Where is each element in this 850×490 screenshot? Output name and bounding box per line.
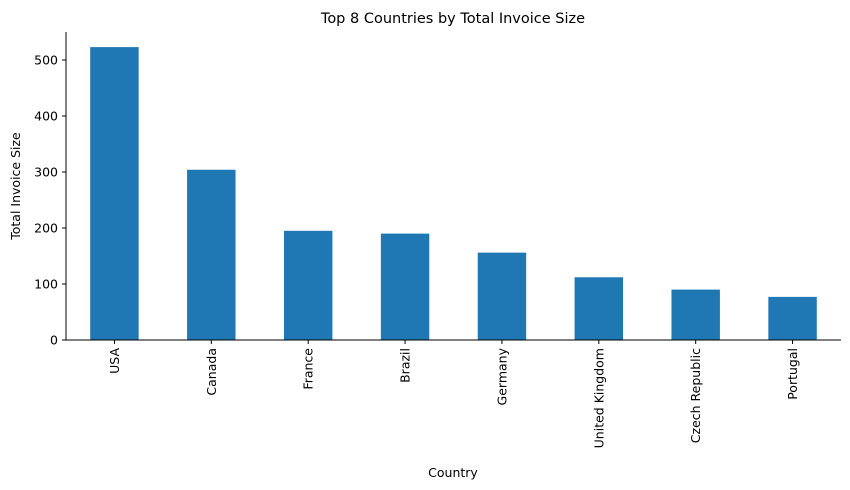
x-tick-label: Brazil bbox=[398, 348, 413, 383]
x-axis: USA Canada France Brazil Germany United Kingd… bbox=[107, 340, 800, 448]
chart-title: Top 8 Countries by Total Invoice Size bbox=[320, 11, 585, 27]
x-tick-label: Canada bbox=[204, 348, 219, 396]
y-tick-label: 0 bbox=[50, 333, 58, 348]
bar-usa bbox=[90, 47, 139, 341]
x-tick-label: USA bbox=[107, 348, 122, 374]
y-axis: 0 100 200 300 400 500 bbox=[34, 53, 66, 348]
y-axis-label: Total Invoice Size bbox=[8, 132, 23, 241]
bar-france bbox=[283, 230, 333, 340]
y-tick-label: 500 bbox=[34, 53, 58, 68]
bar-canada bbox=[187, 169, 236, 340]
x-tick-label: Germany bbox=[494, 347, 509, 405]
y-tick-label: 300 bbox=[34, 165, 58, 180]
bars-group bbox=[90, 47, 817, 341]
x-tick-label: France bbox=[301, 348, 316, 390]
bar-united-kingdom bbox=[574, 277, 624, 340]
y-tick-label: 400 bbox=[34, 109, 58, 124]
x-tick-label: Portugal bbox=[785, 348, 800, 400]
x-tick-label: Czech Republic bbox=[688, 348, 703, 443]
y-tick-label: 200 bbox=[34, 221, 58, 236]
y-tick-label: 100 bbox=[34, 277, 58, 292]
bar-brazil bbox=[380, 233, 430, 340]
x-tick-label: United Kingdom bbox=[591, 348, 606, 448]
bar-czech-republic bbox=[671, 289, 720, 340]
x-axis-label: Country bbox=[428, 465, 478, 480]
bar-germany bbox=[477, 252, 527, 340]
bar-portugal bbox=[768, 296, 817, 340]
